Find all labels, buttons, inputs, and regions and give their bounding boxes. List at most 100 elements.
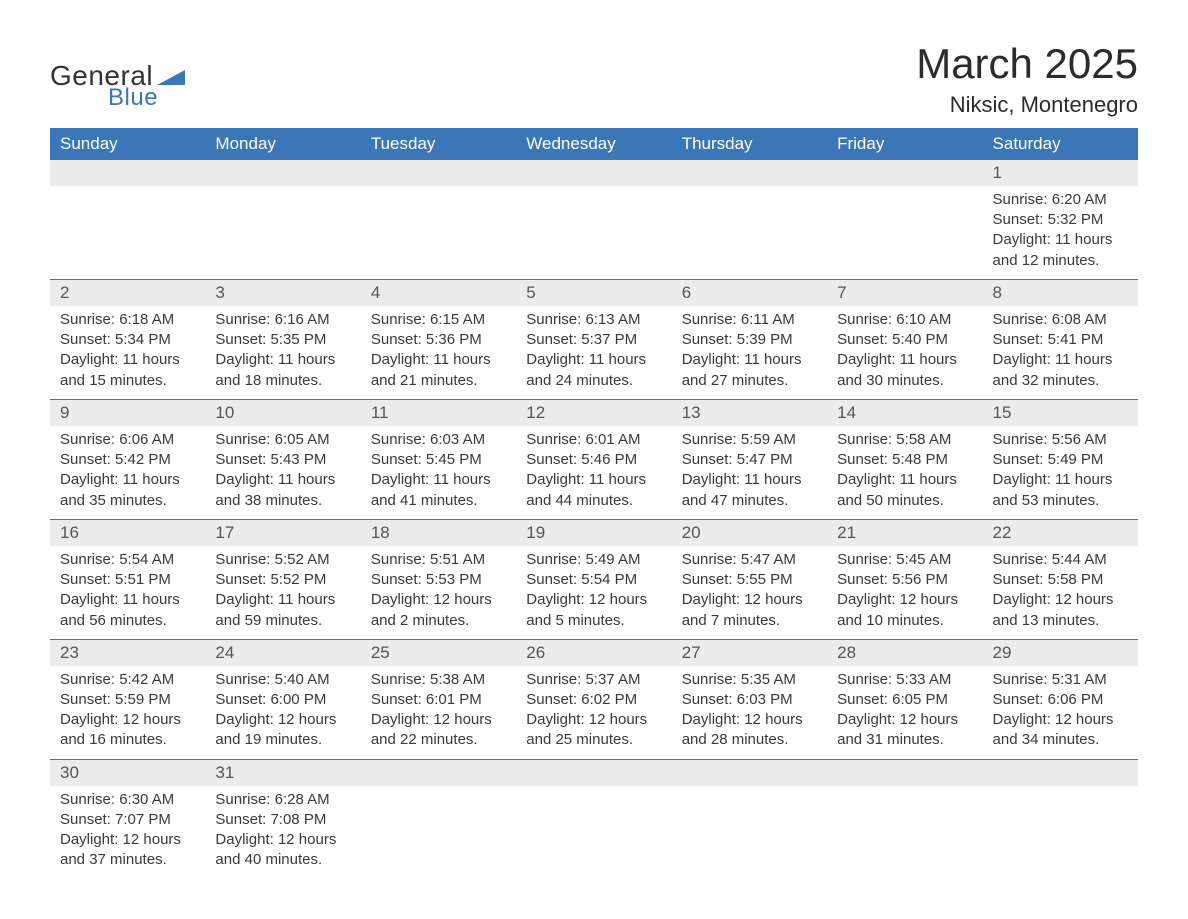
daylight-text-1: Daylight: 11 hours (60, 590, 195, 610)
sunset-text: Sunset: 6:02 PM (526, 690, 661, 710)
sunrise-text: Sunrise: 6:11 AM (682, 310, 817, 330)
day-number-cell (361, 160, 516, 186)
daylight-text-2: and 5 minutes. (526, 611, 661, 631)
daylight-text-1: Daylight: 11 hours (993, 350, 1128, 370)
sunrise-text: Sunrise: 5:33 AM (837, 670, 972, 690)
logo-triangle-icon (157, 67, 185, 85)
day-data-cell: Sunrise: 5:33 AMSunset: 6:05 PMDaylight:… (827, 666, 982, 760)
col-thursday: Thursday (672, 128, 827, 160)
data-row: Sunrise: 5:42 AMSunset: 5:59 PM Daylight:… (50, 666, 1138, 760)
sunrise-text: Sunrise: 5:59 AM (682, 430, 817, 450)
daylight-text-2: and 22 minutes. (371, 730, 506, 750)
daylight-text-2: and 41 minutes. (371, 491, 506, 511)
sunrise-text: Sunrise: 5:42 AM (60, 670, 195, 690)
day-data-cell: Sunrise: 5:58 AMSunset: 5:48 PMDaylight:… (827, 426, 982, 520)
day-number-cell: 26 (516, 639, 671, 665)
day-number-cell (827, 759, 982, 785)
sunrise-text: Sunrise: 5:56 AM (993, 430, 1128, 450)
daylight-text-2: and 59 minutes. (215, 611, 350, 631)
day-data-cell: Sunrise: 6:06 AMSunset: 5:42 PMDaylight:… (50, 426, 205, 520)
data-row: Sunrise: 6:30 AMSunset: 7:07 PMDaylight:… (50, 786, 1138, 879)
daylight-text-1: Daylight: 12 hours (60, 830, 195, 850)
daylight-text-2: and 10 minutes. (837, 611, 972, 631)
daylight-text-1: Daylight: 12 hours (215, 830, 350, 850)
day-data-cell: Sunrise: 5:37 AMSunset: 6:02 PMDaylight:… (516, 666, 671, 760)
daylight-text-2: and 19 minutes. (215, 730, 350, 750)
day-number-cell: 20 (672, 519, 827, 545)
col-friday: Friday (827, 128, 982, 160)
day-data-cell: Sunrise: 6:16 AMSunset: 5:35 PMDaylight:… (205, 306, 360, 400)
day-number-cell: 29 (983, 639, 1138, 665)
day-data-cell (827, 186, 982, 280)
day-data-cell: Sunrise: 6:01 AMSunset: 5:46 PMDaylight:… (516, 426, 671, 520)
daylight-text-1: Daylight: 12 hours (682, 590, 817, 610)
day-number-cell: 28 (827, 639, 982, 665)
daylight-text-1: Daylight: 11 hours (60, 470, 195, 490)
day-number-cell: 16 (50, 519, 205, 545)
day-data-cell: Sunrise: 5:52 AMSunset: 5:52 PMDaylight:… (205, 546, 360, 640)
day-data-cell (361, 786, 516, 879)
sunrise-text: Sunrise: 6:15 AM (371, 310, 506, 330)
sunset-text: Sunset: 5:37 PM (526, 330, 661, 350)
sunset-text: Sunset: 6:01 PM (371, 690, 506, 710)
sunrise-text: Sunrise: 6:05 AM (215, 430, 350, 450)
daylight-text-2: and 25 minutes. (526, 730, 661, 750)
sunset-text: Sunset: 5:45 PM (371, 450, 506, 470)
day-number-cell: 21 (827, 519, 982, 545)
sunset-text: Sunset: 5:58 PM (993, 570, 1128, 590)
sunset-text: Sunset: 5:55 PM (682, 570, 817, 590)
sunset-text: Sunset: 7:08 PM (215, 810, 350, 830)
sunset-text: Sunset: 6:06 PM (993, 690, 1128, 710)
sunset-text: Sunset: 5:42 PM (60, 450, 195, 470)
day-data-cell: Sunrise: 6:15 AMSunset: 5:36 PMDaylight:… (361, 306, 516, 400)
sunrise-text: Sunrise: 6:30 AM (60, 790, 195, 810)
sunset-text: Sunset: 5:49 PM (993, 450, 1128, 470)
day-data-cell: Sunrise: 6:28 AMSunset: 7:08 PMDaylight:… (205, 786, 360, 879)
day-number-cell: 23 (50, 639, 205, 665)
sunset-text: Sunset: 5:56 PM (837, 570, 972, 590)
sunset-text: Sunset: 5:59 PM (60, 690, 195, 710)
calendar-table: Sunday Monday Tuesday Wednesday Thursday… (50, 128, 1138, 879)
sunset-text: Sunset: 5:35 PM (215, 330, 350, 350)
daylight-text-2: and 44 minutes. (526, 491, 661, 511)
daylight-text-1: Daylight: 12 hours (215, 710, 350, 730)
day-number-cell: 13 (672, 399, 827, 425)
location: Niksic, Montenegro (916, 92, 1138, 118)
daylight-text-2: and 12 minutes. (993, 251, 1128, 271)
day-number-cell: 2 (50, 279, 205, 305)
day-data-cell: Sunrise: 5:44 AMSunset: 5:58 PMDaylight:… (983, 546, 1138, 640)
sunset-text: Sunset: 5:41 PM (993, 330, 1128, 350)
day-number-cell: 27 (672, 639, 827, 665)
daylight-text-2: and 32 minutes. (993, 371, 1128, 391)
daylight-text-1: Daylight: 11 hours (371, 350, 506, 370)
day-data-cell (516, 186, 671, 280)
daynum-row: 16171819202122 (50, 519, 1138, 545)
daynum-row: 23242526272829 (50, 639, 1138, 665)
daylight-text-1: Daylight: 12 hours (371, 710, 506, 730)
sunrise-text: Sunrise: 5:58 AM (837, 430, 972, 450)
day-data-cell: Sunrise: 5:47 AMSunset: 5:55 PMDaylight:… (672, 546, 827, 640)
daylight-text-2: and 37 minutes. (60, 850, 195, 870)
day-number-cell: 30 (50, 759, 205, 785)
day-data-cell: Sunrise: 6:05 AMSunset: 5:43 PMDaylight:… (205, 426, 360, 520)
day-number-cell: 14 (827, 399, 982, 425)
sunrise-text: Sunrise: 5:31 AM (993, 670, 1128, 690)
sunset-text: Sunset: 5:32 PM (993, 210, 1128, 230)
day-number-cell (516, 759, 671, 785)
header: General Blue March 2025 Niksic, Monteneg… (50, 40, 1138, 118)
daylight-text-1: Daylight: 11 hours (993, 230, 1128, 250)
daylight-text-2: and 2 minutes. (371, 611, 506, 631)
daylight-text-2: and 15 minutes. (60, 371, 195, 391)
sunrise-text: Sunrise: 6:03 AM (371, 430, 506, 450)
daylight-text-2: and 34 minutes. (993, 730, 1128, 750)
day-number-cell: 10 (205, 399, 360, 425)
sunset-text: Sunset: 5:40 PM (837, 330, 972, 350)
day-data-cell: Sunrise: 5:56 AMSunset: 5:49 PMDaylight:… (983, 426, 1138, 520)
day-data-cell: Sunrise: 5:35 AMSunset: 6:03 PMDaylight:… (672, 666, 827, 760)
daylight-text-2: and 40 minutes. (215, 850, 350, 870)
sunrise-text: Sunrise: 6:08 AM (993, 310, 1128, 330)
sunrise-text: Sunrise: 5:47 AM (682, 550, 817, 570)
day-number-cell: 18 (361, 519, 516, 545)
day-number-cell: 25 (361, 639, 516, 665)
daylight-text-1: Daylight: 11 hours (60, 350, 195, 370)
